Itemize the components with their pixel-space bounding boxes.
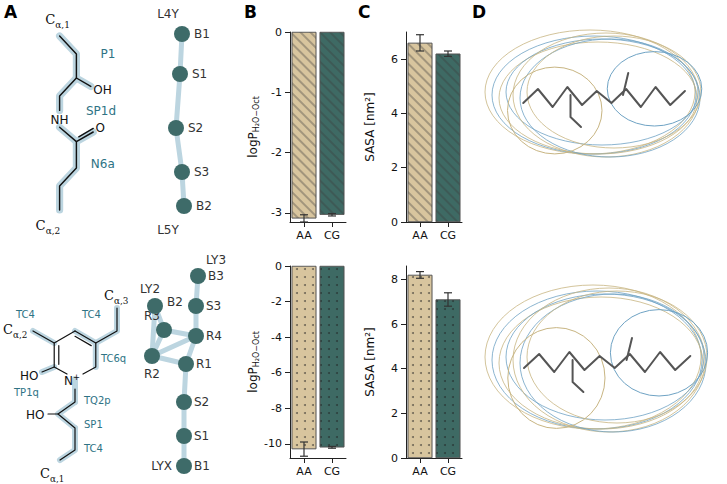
html-text:B: B bbox=[244, 2, 257, 22]
svg-text:TC6q: TC6q bbox=[100, 353, 126, 364]
svg-text:Cα,1: Cα,1 bbox=[40, 466, 64, 484]
svg-text:P1: P1 bbox=[100, 47, 115, 61]
svg-text:2: 2 bbox=[391, 161, 398, 174]
svg-text:CG: CG bbox=[440, 229, 456, 242]
svg-text:-2: -2 bbox=[271, 146, 282, 159]
svg-text:TC4: TC4 bbox=[15, 309, 35, 320]
svg-text:S2: S2 bbox=[194, 395, 209, 409]
svg-text:B2: B2 bbox=[167, 295, 183, 309]
svg-text:6: 6 bbox=[391, 318, 398, 331]
svg-text:SASA [nm²]: SASA [nm²] bbox=[363, 92, 377, 161]
svg-text:0: 0 bbox=[391, 216, 398, 229]
svg-text:-3: -3 bbox=[271, 206, 282, 219]
svg-text:HO: HO bbox=[26, 408, 44, 422]
svg-text:4: 4 bbox=[391, 362, 398, 375]
svg-text:S2: S2 bbox=[188, 121, 203, 135]
svg-text:AA: AA bbox=[412, 229, 428, 242]
svg-text:Cα,2: Cα,2 bbox=[3, 322, 27, 340]
svg-text:8: 8 bbox=[391, 273, 398, 286]
svg-text:R3: R3 bbox=[144, 309, 160, 323]
svg-text:LY2: LY2 bbox=[140, 282, 160, 296]
svg-text:CG: CG bbox=[440, 465, 456, 478]
svg-text:-4: -4 bbox=[271, 331, 282, 344]
svg-text:L4Y: L4Y bbox=[157, 7, 179, 21]
svg-text:H₂O−Oct: H₂O−Oct bbox=[252, 96, 261, 132]
svg-text:TC4: TC4 bbox=[83, 443, 103, 454]
svg-text:S3: S3 bbox=[194, 165, 209, 179]
svg-text:-2: -2 bbox=[271, 295, 282, 308]
svg-text:Cα,2: Cα,2 bbox=[36, 218, 61, 236]
svg-text:AA: AA bbox=[412, 465, 428, 478]
svg-text:CG: CG bbox=[324, 465, 340, 478]
svg-text:OH: OH bbox=[93, 83, 111, 97]
svg-text:0: 0 bbox=[275, 26, 282, 39]
svg-text:NH: NH bbox=[51, 113, 69, 127]
html-text:A: A bbox=[4, 2, 18, 22]
svg-text:LY3: LY3 bbox=[206, 253, 226, 267]
svg-text:TC4: TC4 bbox=[81, 309, 101, 320]
svg-text:2: 2 bbox=[391, 407, 398, 420]
svg-text:H₂O−Oct: H₂O−Oct bbox=[252, 331, 261, 367]
svg-text:B1: B1 bbox=[194, 459, 210, 473]
svg-text:logP: logP bbox=[246, 367, 260, 393]
svg-text:B3: B3 bbox=[208, 269, 224, 283]
svg-text:LYX: LYX bbox=[151, 459, 172, 473]
svg-text:6: 6 bbox=[391, 53, 398, 66]
svg-text:Cα,1: Cα,1 bbox=[45, 12, 70, 30]
svg-text:-6: -6 bbox=[271, 366, 282, 379]
svg-text:R2: R2 bbox=[144, 367, 160, 381]
svg-text:TP1q: TP1q bbox=[13, 387, 39, 398]
svg-text:TQ2p: TQ2p bbox=[83, 395, 111, 406]
svg-text:S1: S1 bbox=[192, 67, 207, 81]
svg-text:HO: HO bbox=[20, 369, 38, 383]
svg-text:AA: AA bbox=[296, 229, 312, 242]
svg-text:-10: -10 bbox=[264, 437, 282, 450]
svg-text:AA: AA bbox=[296, 465, 312, 478]
svg-text:-1: -1 bbox=[271, 86, 282, 99]
svg-text:logP: logP bbox=[246, 132, 260, 158]
svg-text:B1: B1 bbox=[194, 27, 210, 41]
svg-text:S1: S1 bbox=[194, 429, 209, 443]
svg-text:SP1d: SP1d bbox=[86, 104, 116, 118]
svg-text:SP1: SP1 bbox=[84, 419, 103, 430]
svg-text:R1: R1 bbox=[196, 357, 212, 371]
svg-text:O: O bbox=[96, 121, 105, 135]
svg-text:SASA [nm²]: SASA [nm²] bbox=[363, 327, 377, 396]
svg-text:S3: S3 bbox=[206, 299, 221, 313]
svg-text:CG: CG bbox=[324, 229, 340, 242]
svg-text:0: 0 bbox=[391, 452, 398, 465]
svg-text:B2: B2 bbox=[196, 199, 212, 213]
svg-text:-8: -8 bbox=[271, 402, 282, 415]
svg-text:L5Y: L5Y bbox=[157, 223, 179, 237]
html-text:D: D bbox=[472, 2, 487, 22]
svg-text:4: 4 bbox=[391, 107, 398, 120]
svg-text:N6a: N6a bbox=[91, 157, 115, 171]
html-text:C: C bbox=[358, 2, 371, 22]
svg-text:N+: N+ bbox=[64, 372, 80, 388]
svg-text:0: 0 bbox=[275, 260, 282, 273]
svg-text:R4: R4 bbox=[206, 329, 222, 343]
svg-text:Cα,3: Cα,3 bbox=[104, 288, 128, 306]
